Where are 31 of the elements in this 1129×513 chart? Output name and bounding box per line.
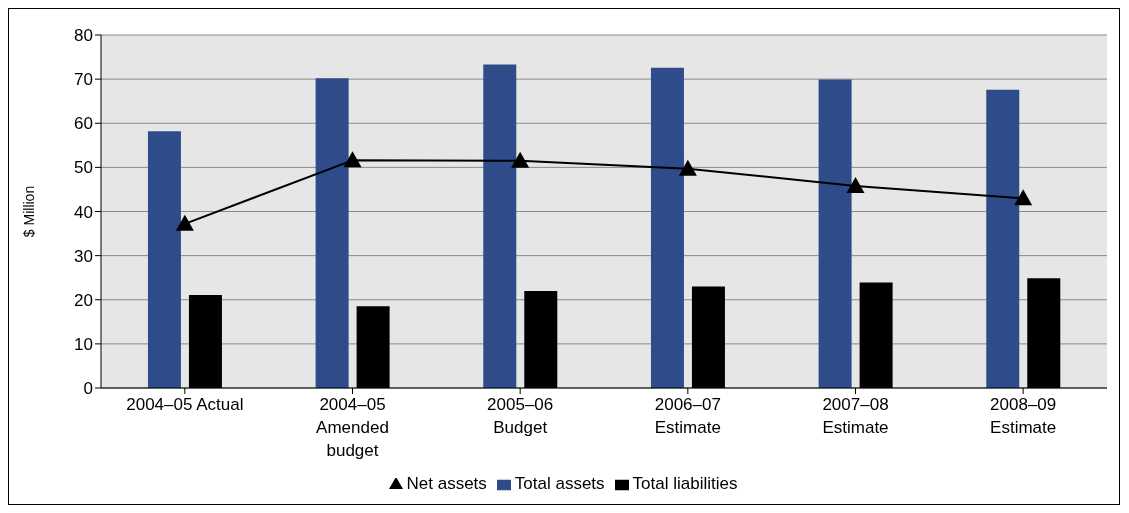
x-tick-label: 2008–09 Estimate xyxy=(990,395,1057,437)
y-tick-label: 40 xyxy=(74,202,93,222)
bar xyxy=(315,78,349,388)
legend-label: Total liabilities xyxy=(632,474,738,493)
y-tick-label: 30 xyxy=(74,246,93,266)
point xyxy=(846,176,865,193)
x-tick-label: 2005–06 Budget xyxy=(487,395,554,437)
point xyxy=(343,151,362,168)
point xyxy=(1014,189,1033,206)
bar xyxy=(986,89,1020,388)
y-tick-label: 50 xyxy=(74,158,93,178)
legend-label: Total assets xyxy=(514,474,605,493)
bar xyxy=(483,64,517,388)
y-tick-label: 80 xyxy=(74,26,93,46)
y-tick-label: 0 xyxy=(83,379,93,399)
point xyxy=(678,159,697,176)
y-tick-label: 10 xyxy=(74,334,93,354)
bar xyxy=(818,79,852,388)
bar xyxy=(650,67,684,388)
x-tick-label: 2004–05 Actual xyxy=(126,395,244,414)
y-tick-label: 20 xyxy=(74,290,93,310)
x-tick-label: 2004–05 Amended budget xyxy=(316,395,389,460)
point xyxy=(175,214,194,231)
bar xyxy=(147,131,181,388)
legend-label: Net assets xyxy=(406,474,487,493)
point xyxy=(511,151,530,168)
y-axis-title: $ Million xyxy=(20,185,37,238)
y-tick-label: 70 xyxy=(74,70,93,90)
x-tick-label: 2006–07 Estimate xyxy=(654,395,721,437)
y-tick-label: 60 xyxy=(74,114,93,134)
x-tick-label: 2007–08 Estimate xyxy=(822,395,889,437)
